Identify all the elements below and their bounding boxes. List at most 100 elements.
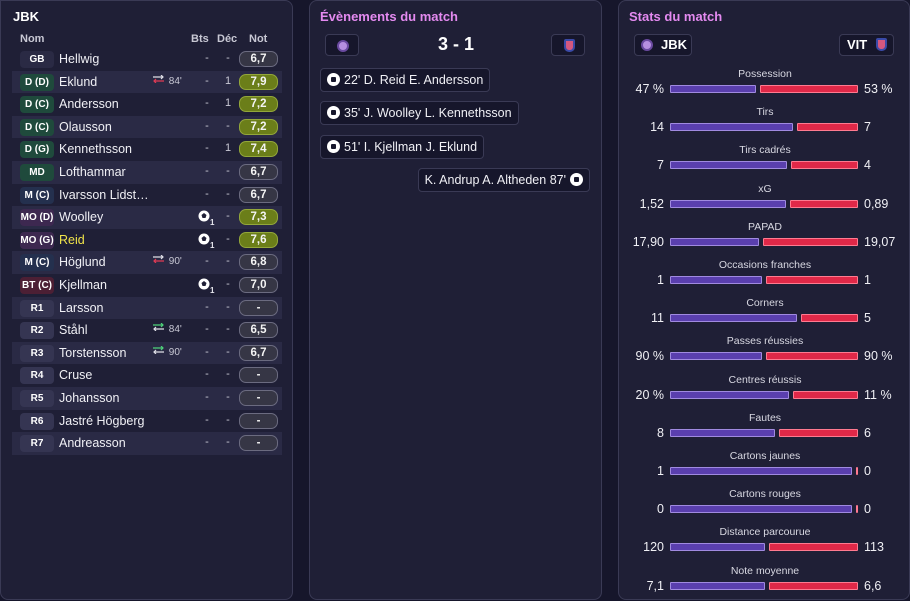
goals-value: - (205, 345, 209, 358)
player-row[interactable]: R4 Cruse - - - (12, 364, 282, 387)
home-crest-icon[interactable] (325, 34, 359, 56)
player-name[interactable]: Torstensson (59, 345, 127, 360)
player-name[interactable]: Ivarsson Lidst… (59, 187, 149, 202)
rating-badge: 7,3 (239, 209, 278, 226)
player-name[interactable]: Kjellman (59, 277, 107, 292)
player-row[interactable]: M (C) Ivarsson Lidst… - -6,7 (12, 184, 282, 207)
sub-in-icon (152, 322, 166, 334)
away-stat-value: 11 % (864, 387, 892, 402)
player-row[interactable]: MO (G) Reid 1 -7,6 (12, 229, 282, 252)
player-row[interactable]: R7 Andreasson - - - (12, 432, 282, 455)
home-stat-value: 17,90 (632, 234, 664, 249)
sub-out-icon (152, 74, 166, 86)
player-name[interactable]: Andreasson (59, 436, 126, 451)
player-row[interactable]: D (C) Olausson - -7,2 (12, 115, 282, 139)
goal-icon: 1 (198, 278, 214, 295)
position-badge: D (C) (20, 118, 54, 136)
substitution-event: 84' (152, 74, 194, 87)
stat-row: PAPAD 17,90 19,07 (619, 221, 909, 259)
goal-event[interactable]: 51' I. Kjellman J. Eklund (320, 135, 485, 159)
player-name[interactable]: Reid (59, 232, 85, 247)
goal-event[interactable]: 22' D. Reid E. Andersson (320, 68, 491, 92)
player-name[interactable]: Höglund (59, 255, 106, 270)
decisive-value: - (226, 300, 230, 313)
stat-label: Corners (746, 297, 784, 310)
header-goals[interactable]: Bts (191, 33, 209, 45)
player-row[interactable]: GB Hellwig - -6,7 (12, 48, 282, 71)
stat-label: Passes réussies (726, 335, 804, 348)
player-row[interactable]: D (C) Andersson - 1 7,2 (12, 93, 282, 116)
player-row[interactable]: MO (D) Woolley 1 -7,3 (12, 206, 282, 229)
away-stat-value: 0 (864, 502, 871, 517)
player-name[interactable]: Ståhl (59, 323, 88, 338)
home-stat-bar (670, 276, 762, 284)
stat-row: Passes réussies 90 % 90 % (619, 335, 909, 373)
player-row[interactable]: BT (C) Kjellman 1 -7,0 (12, 274, 282, 297)
goals-value: - (205, 119, 209, 132)
player-name[interactable]: Jastré Högberg (59, 413, 145, 428)
home-stat-value: 90 % (635, 349, 665, 364)
rating-badge: - (239, 389, 278, 406)
home-team-box[interactable]: JBK (634, 34, 692, 56)
player-name[interactable]: Cruse (59, 368, 93, 383)
stat-row: Corners 11 5 (619, 297, 909, 335)
home-stat-bar (670, 237, 759, 246)
player-name[interactable]: Larsson (59, 300, 104, 315)
rating-badge: 6,8 (239, 254, 278, 271)
header-rating[interactable]: Not (249, 33, 268, 45)
goal-event[interactable]: 35' J. Woolley L. Kennethsson (320, 101, 519, 125)
decisive-value: - (226, 345, 230, 358)
player-name[interactable]: Eklund (59, 74, 98, 89)
decisive-value: - (226, 436, 230, 449)
away-team-box[interactable]: VIT (839, 34, 894, 56)
away-stat-bar (769, 543, 858, 552)
position-badge: R2 (20, 322, 54, 340)
player-row[interactable]: R6 Jastré Högberg - - - (12, 410, 282, 433)
header-name[interactable]: Nom (20, 33, 45, 45)
home-stat-value: 1 (657, 464, 664, 478)
position-badge: MO (D) (20, 209, 54, 227)
rating-badge: 6,7 (239, 163, 278, 180)
stat-row: Occasions franches 1 1 (619, 259, 909, 297)
player-row[interactable]: R5 Johansson - - - (12, 386, 282, 410)
goal-event[interactable]: K. Andrup A. Altheden 87' (417, 168, 590, 192)
player-name[interactable]: Andersson (59, 97, 119, 112)
away-stat-bar (856, 505, 858, 514)
stat-label: Fautes (748, 411, 782, 424)
decisive-value: 1 (224, 142, 232, 155)
player-row[interactable]: D (G) Kennethsson - 1 7,4 (12, 138, 282, 161)
decisive-value: - (226, 390, 230, 403)
position-badge: R5 (20, 389, 54, 407)
player-row[interactable]: M (C) Höglund 90' - -6,8 (12, 251, 282, 274)
stat-label: Tirs cadrés (739, 144, 791, 157)
player-name[interactable]: Johansson (59, 390, 120, 405)
player-row[interactable]: MD Lofthammar - -6,7 (12, 160, 282, 184)
stat-label: Distance parcourue (719, 526, 811, 539)
away-crest-icon[interactable] (551, 34, 585, 56)
goal-count: 1 (210, 240, 215, 250)
player-row[interactable]: R2 Ståhl 84' - -6,5 (12, 319, 282, 342)
player-name[interactable]: Hellwig (59, 52, 100, 66)
decisive-value: - (226, 323, 230, 336)
away-stat-value: 53 % (864, 82, 893, 96)
goals-value: - (205, 368, 209, 381)
lineup-title: JBK (13, 9, 40, 24)
player-name[interactable]: Olausson (59, 119, 112, 134)
goals-value: - (205, 187, 209, 200)
player-name[interactable]: Kennethsson (59, 142, 132, 157)
decisive-value: - (226, 413, 230, 426)
stat-row: Tirs 14 7 (619, 106, 909, 144)
home-stat-bar (670, 85, 756, 93)
player-name[interactable]: Lofthammar (59, 164, 126, 179)
header-decisive[interactable]: Déc (217, 33, 238, 45)
decisive-value: - (226, 232, 230, 245)
away-stat-bar (856, 467, 858, 475)
stat-label: Centres réussis (728, 373, 802, 386)
player-row[interactable]: D (D) Eklund 84' - 1 7,9 (12, 70, 282, 94)
stat-row: Cartons jaunes 1 0 (619, 450, 909, 488)
position-badge: R3 (20, 344, 54, 362)
player-name[interactable]: Woolley (59, 210, 104, 225)
home-stat-value: 1 (657, 273, 664, 287)
player-row[interactable]: R3 Torstensson 90' - -6,7 (12, 341, 282, 365)
player-row[interactable]: R1 Larsson - - - (12, 296, 282, 320)
